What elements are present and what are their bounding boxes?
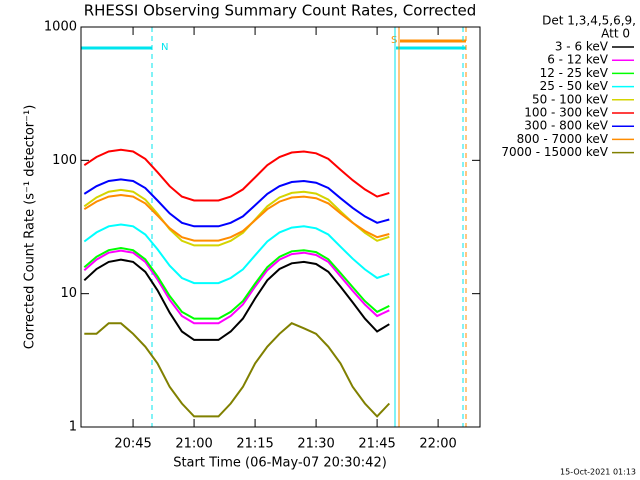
series-line xyxy=(83,246,390,320)
series-line xyxy=(83,249,390,325)
x-tick-label: 21:00 xyxy=(175,437,212,452)
y-tick-label: 1000 xyxy=(44,20,77,35)
footer: 15-Oct-2021 01:13 xyxy=(560,468,636,477)
series-line xyxy=(84,322,391,418)
legend-title: Det 1,3,4,5,6,9, xyxy=(542,14,636,28)
legend-label: 100 - 300 keV xyxy=(524,106,608,120)
annotation: N xyxy=(161,42,168,53)
legend-label: 25 - 50 keV xyxy=(540,79,609,93)
y-axis-label: Corrected Count Rate (s⁻¹ detector⁻¹) xyxy=(23,105,38,350)
x-tick-label: 21:30 xyxy=(297,437,334,452)
x-tick-label: 22:00 xyxy=(419,437,456,452)
x-axis-label: Start Time (06-May-07 20:30:42) xyxy=(173,456,387,471)
series-line xyxy=(83,188,390,247)
series-line xyxy=(83,258,390,341)
legend-label: 50 - 100 keV xyxy=(532,92,609,106)
legend-label: 300 - 800 keV xyxy=(524,119,608,133)
series-line xyxy=(83,223,390,285)
y-tick-label: 100 xyxy=(52,153,77,168)
x-tick-label: 21:15 xyxy=(236,437,273,452)
legend-title: Att 0 xyxy=(601,27,630,41)
axes-frame xyxy=(80,26,481,428)
legend-label: 12 - 25 keV xyxy=(540,66,609,80)
series-line xyxy=(83,148,390,202)
y-tick-label: 1 xyxy=(69,420,77,435)
x-tick-label: 21:45 xyxy=(358,437,395,452)
legend-label: 6 - 12 keV xyxy=(547,53,609,67)
legend-label: 7000 - 15000 keV xyxy=(501,145,608,159)
legend-label: 3 - 6 keV xyxy=(555,40,609,54)
chart-title: RHESSI Observing Summary Count Rates, Co… xyxy=(84,2,477,20)
annotation: S xyxy=(391,35,397,46)
legend-label: 800 - 7000 keV xyxy=(517,132,609,146)
plot-area xyxy=(83,148,391,418)
series-line xyxy=(83,193,390,242)
x-tick-label: 20:45 xyxy=(114,437,151,452)
y-tick-label: 10 xyxy=(60,286,77,301)
series-line xyxy=(83,178,390,228)
